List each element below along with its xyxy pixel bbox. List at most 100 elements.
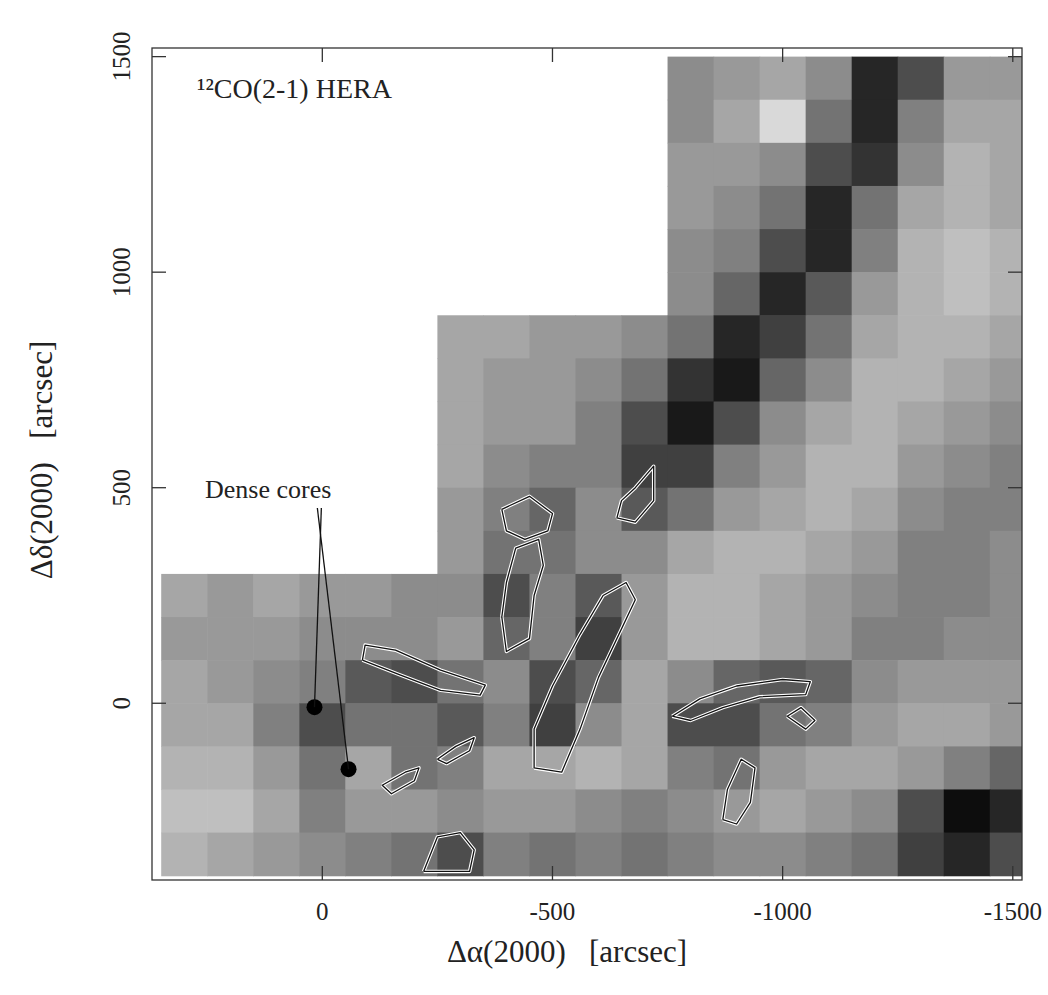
cell: [575, 358, 622, 402]
cell: [437, 574, 484, 618]
contour: [502, 496, 553, 539]
cores: [306, 699, 356, 777]
y-tick-label: 1000: [108, 247, 135, 297]
cell: [668, 358, 715, 402]
cell: [529, 574, 576, 618]
y-tick-right: [1008, 56, 1022, 57]
cell: [898, 315, 945, 359]
cell: [990, 660, 1022, 704]
cell: [990, 401, 1022, 445]
cell: [898, 789, 945, 833]
contour-halo: [382, 768, 419, 794]
cell: [437, 703, 484, 747]
cell: [299, 746, 346, 790]
cell: [898, 445, 945, 489]
cell: [161, 833, 208, 877]
cell: [852, 186, 899, 230]
cell: [437, 531, 484, 575]
cell: [944, 57, 991, 101]
cell: [437, 789, 484, 833]
contour: [617, 466, 654, 522]
cell: [760, 401, 807, 445]
cell: [990, 186, 1022, 230]
cell: [852, 57, 899, 101]
y-tick: [152, 56, 166, 57]
y-axis-title: Δδ(2000) [arcsec]: [24, 341, 59, 580]
cell: [299, 703, 346, 747]
cell: [944, 617, 991, 661]
cell: [668, 488, 715, 532]
cell: [714, 574, 761, 618]
cell: [668, 703, 715, 747]
cell: [575, 488, 622, 532]
cell: [944, 531, 991, 575]
cell: [161, 789, 208, 833]
cell: [806, 531, 853, 575]
x-tick: [552, 866, 553, 880]
cell: [852, 746, 899, 790]
cell: [622, 358, 669, 402]
cell: [668, 401, 715, 445]
cell: [529, 789, 576, 833]
contour-halo: [617, 466, 654, 522]
cell: [898, 531, 945, 575]
cell: [161, 574, 208, 618]
cell: [207, 703, 254, 747]
contours: [362, 466, 815, 871]
y-tick-label: 1500: [108, 32, 135, 82]
cell: [161, 746, 208, 790]
cell: [714, 57, 761, 101]
cell: [714, 358, 761, 402]
cell: [668, 617, 715, 661]
cell: [990, 833, 1022, 877]
cell: [852, 272, 899, 316]
cell: [760, 488, 807, 532]
x-tick: [322, 866, 323, 880]
y-tick: [152, 272, 166, 273]
cell: [575, 574, 622, 618]
cell: [944, 660, 991, 704]
cell: [944, 143, 991, 187]
cell: [760, 574, 807, 618]
cell: [483, 617, 530, 661]
contour: [723, 759, 755, 824]
cell: [668, 100, 715, 144]
cell: [760, 57, 807, 101]
y-tick-label: 0: [108, 697, 135, 710]
cell: [253, 789, 300, 833]
cell: [345, 660, 392, 704]
cell: [898, 617, 945, 661]
cell: [253, 660, 300, 704]
cell: [898, 746, 945, 790]
cell: [944, 358, 991, 402]
cell: [760, 229, 807, 273]
cell: [898, 660, 945, 704]
cell: [944, 445, 991, 489]
cell: [852, 488, 899, 532]
y-tick-right: [1008, 487, 1022, 488]
cell: [714, 272, 761, 316]
cell: [852, 617, 899, 661]
cell: [529, 358, 576, 402]
cell: [898, 401, 945, 445]
cell: [161, 703, 208, 747]
cell: [944, 272, 991, 316]
cell: [852, 574, 899, 618]
contour-halo: [502, 539, 544, 651]
cell: [622, 703, 669, 747]
cell: [944, 488, 991, 532]
cell: [852, 401, 899, 445]
cell: [760, 358, 807, 402]
x-tick-top: [782, 48, 783, 62]
cell: [990, 272, 1022, 316]
cell: [161, 617, 208, 661]
y-tick: [152, 487, 166, 488]
cell: [207, 833, 254, 877]
cell: [622, 833, 669, 877]
x-tick-label: 0: [316, 898, 329, 925]
cell: [622, 401, 669, 445]
cell: [990, 488, 1022, 532]
cell: [990, 746, 1022, 790]
cell: [161, 660, 208, 704]
cell: [253, 746, 300, 790]
